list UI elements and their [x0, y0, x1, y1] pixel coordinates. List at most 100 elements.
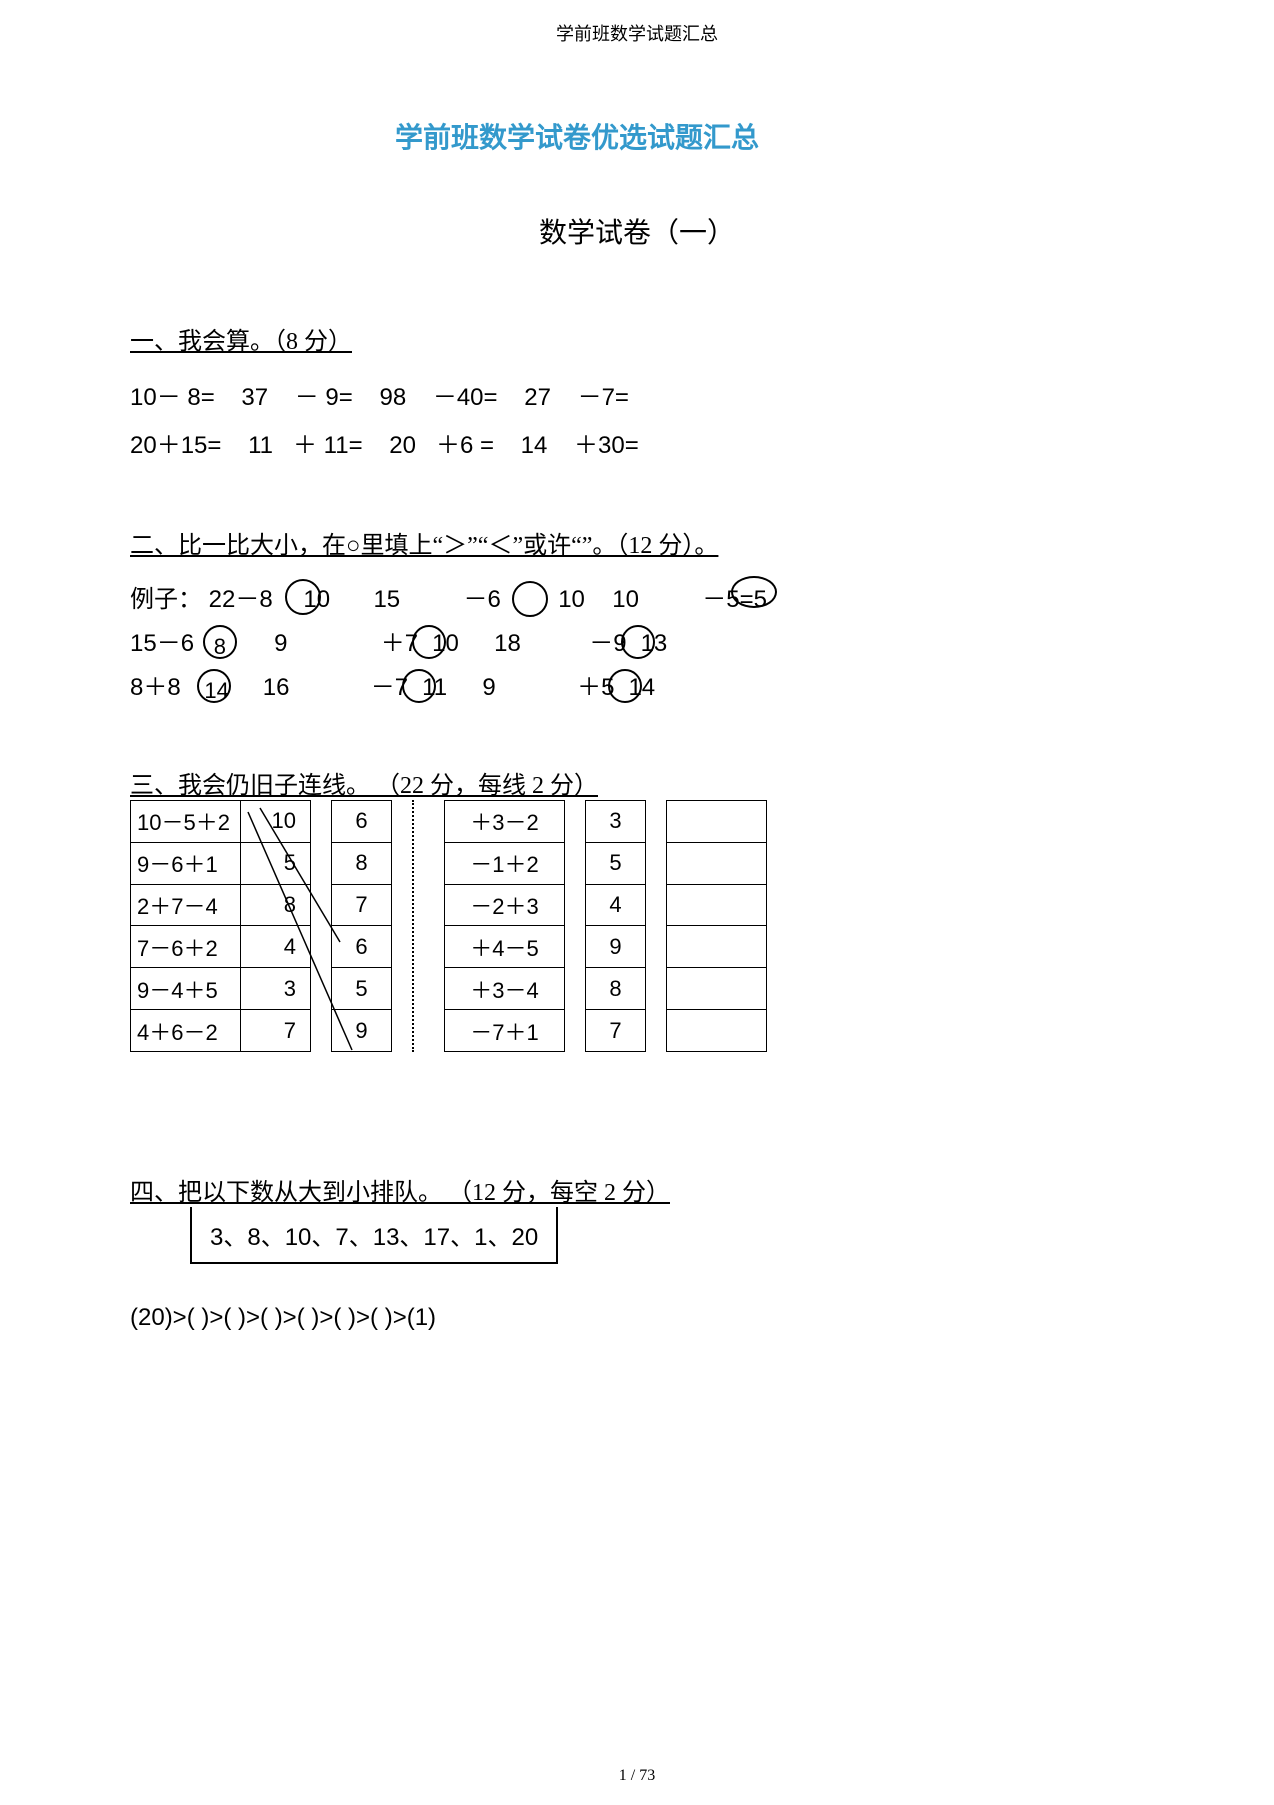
table-row [667, 801, 767, 843]
table-row: 6 [332, 801, 392, 843]
table-row [667, 926, 767, 968]
val-cell: 4 [241, 926, 311, 968]
section2-body: 例子： 22－8 10 15 －6 10 10 －5=5 15－6 8 9 ＋7… [130, 578, 1144, 710]
section4-heading: 四、把以下数从大到小排队。 （12 分，每空 2 分） [130, 1172, 1144, 1207]
table-row: 9－6＋15 [131, 842, 311, 884]
mid-table: 6 8 7 6 5 9 [331, 800, 392, 1052]
cell: －2＋3 [445, 884, 565, 926]
document-title: 学前班数学试卷优选试题汇总 [10, 116, 1144, 156]
cmp-expr: 10 [612, 578, 639, 622]
cell: 5 [586, 842, 646, 884]
cmp-expr: 16 [263, 666, 290, 710]
cmp-expr: 15 [373, 578, 400, 622]
table-row: 10－5＋210 [131, 801, 311, 843]
cmp-val: 11 [422, 666, 447, 710]
right-val-table: 3 5 4 9 8 7 [585, 800, 646, 1052]
table-row: 4＋6－27 [131, 1010, 311, 1052]
expr-cell: 2＋7－4 [131, 884, 241, 926]
example-label: 例子： [130, 578, 202, 622]
table-row: 7 [332, 884, 392, 926]
cell: 9 [586, 926, 646, 968]
section1-body: 10－ 8= 37 － 9= 98 －40= 27 －7= 20＋15= 11 … [130, 374, 1144, 470]
compare-row-example: 例子： 22－8 10 15 －6 10 10 －5=5 [130, 578, 1144, 622]
table-row: －1＋2 [445, 842, 565, 884]
cmp-expr: 22－8 [209, 578, 273, 622]
expr-cell: 9－4＋5 [131, 968, 241, 1010]
compare-row: 15－6 8 9 ＋710 18 －913 [130, 622, 1144, 666]
table-row: 3 [586, 801, 646, 843]
arith-row2: 20＋15= 11 ＋ 11= 20 ＋6 = 14 ＋30= [130, 432, 639, 459]
page-footer: 1 / 73 [0, 1767, 1274, 1785]
table-row: 9－4＋53 [131, 968, 311, 1010]
right-expr-table: ＋3－2 －1＋2 －2＋3 ＋4－5 ＋3－4 －7＋1 [444, 800, 565, 1052]
table-row: 7－6＋24 [131, 926, 311, 968]
table-row [667, 842, 767, 884]
cell: 7 [332, 884, 392, 926]
cmp-expr: 8＋8 [130, 666, 181, 710]
blank-cell [667, 884, 767, 926]
cell: 4 [586, 884, 646, 926]
val-cell: 10 [241, 801, 311, 843]
section1-heading: 一、我会算。（8 分） [130, 321, 1144, 356]
table-row [667, 1010, 767, 1052]
table-row: ＋4－5 [445, 926, 565, 968]
val-cell: 5 [241, 842, 311, 884]
left-table: 10－5＋210 9－6＋15 2＋7－48 7－6＋24 9－4＋53 4＋6… [130, 800, 311, 1052]
cell: ＋3－4 [445, 968, 565, 1010]
blank-cell [667, 1010, 767, 1052]
cell: 3 [586, 801, 646, 843]
table-row: 6 [332, 926, 392, 968]
table-row: 2＋7－48 [131, 884, 311, 926]
expr-cell: 7－6＋2 [131, 926, 241, 968]
table-row: 9 [586, 926, 646, 968]
cmp-expr: 15－6 [130, 622, 194, 666]
cmp-expr: 9 [274, 622, 287, 666]
table-row: 8 [332, 842, 392, 884]
table-row: ＋3－2 [445, 801, 565, 843]
blank-cell [667, 968, 767, 1010]
cell: ＋3－2 [445, 801, 565, 843]
cmp-expr: 18 [494, 622, 521, 666]
expr-cell: 10－5＋2 [131, 801, 241, 843]
section2-heading: 二、比一比大小，在○里填上“＞”“＜”或许“”。（12 分）。 [130, 525, 1144, 560]
table-row: ＋3－4 [445, 968, 565, 1010]
circle-blank: 14 [197, 669, 231, 703]
cell: 6 [332, 801, 392, 843]
section4: 四、把以下数从大到小排队。 （12 分，每空 2 分） 3、8、10、7、13、… [130, 1172, 1144, 1332]
cell: 5 [332, 968, 392, 1010]
table-row: －7＋1 [445, 1010, 565, 1052]
blank-cell [667, 926, 767, 968]
right-blank-table [666, 800, 767, 1052]
cmp-inside: 14 [204, 671, 228, 712]
expr-cell: 4＋6－2 [131, 1010, 241, 1052]
circle-around-5 [731, 576, 777, 608]
number-pool-box: 3、8、10、7、13、17、1、20 [190, 1207, 558, 1264]
circle-blank [512, 581, 548, 617]
table-row: 7 [586, 1010, 646, 1052]
cmp-val: 14 [628, 666, 655, 710]
circle-blank: 8 [203, 625, 237, 659]
cell: 6 [332, 926, 392, 968]
cell: 7 [586, 1010, 646, 1052]
table-row [667, 884, 767, 926]
page: 学前班数学试题汇总 学前班数学试卷优选试题汇总 数学试卷（一） 一、我会算。（8… [0, 0, 1274, 1805]
table-row: 8 [586, 968, 646, 1010]
running-header: 学前班数学试题汇总 [130, 20, 1144, 46]
cmp-val: 10 [432, 622, 459, 666]
cmp-inside: 8 [214, 627, 226, 668]
cmp-expr: －5=5 [702, 578, 767, 622]
table-row [667, 968, 767, 1010]
table-row: 4 [586, 884, 646, 926]
cell: －7＋1 [445, 1010, 565, 1052]
compare-row: 8＋8 14 16 －711 9 ＋514 [130, 666, 1144, 710]
cmp-val: 13 [641, 622, 668, 666]
cell: 8 [586, 968, 646, 1010]
blank-cell [667, 842, 767, 884]
cell: ＋4－5 [445, 926, 565, 968]
arith-row1: 10－ 8= 37 － 9= 98 －40= 27 －7= [130, 384, 629, 411]
table-row: 9 [332, 1010, 392, 1052]
cell: 9 [332, 1010, 392, 1052]
cmp-val: 10 [303, 578, 330, 622]
cmp-expr: －6 [463, 578, 500, 622]
dotted-divider [412, 800, 414, 1052]
